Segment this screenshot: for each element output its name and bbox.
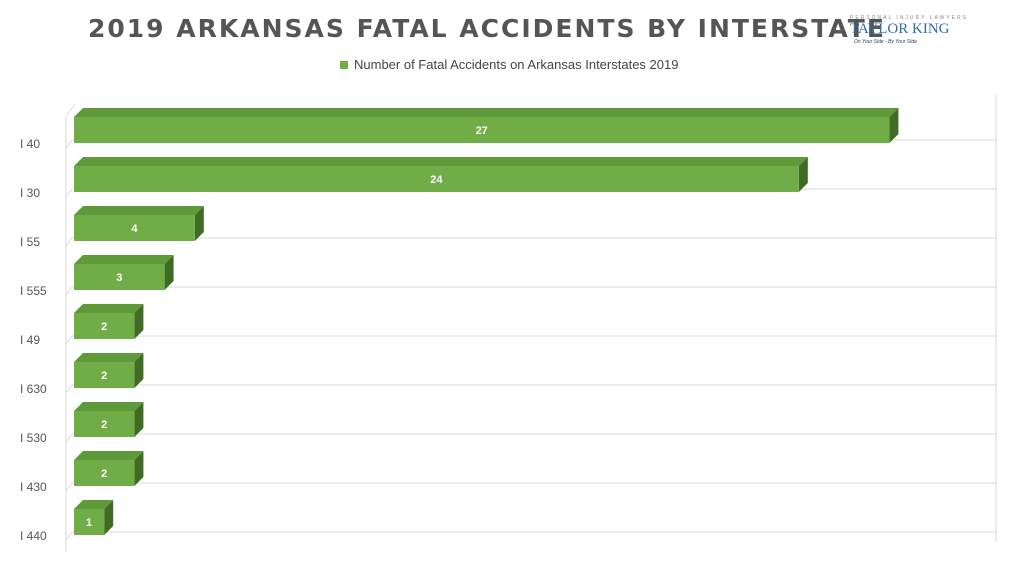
bar bbox=[74, 362, 135, 388]
data-label: 2 bbox=[101, 419, 107, 431]
data-label: 24 bbox=[430, 174, 443, 186]
taylor-king-logo: PERSONAL INJURY LAWYERS TAYLOR KING On Y… bbox=[848, 15, 966, 47]
category-label: I 440 bbox=[20, 529, 47, 543]
data-label: 2 bbox=[101, 370, 107, 382]
chart-back-edge bbox=[65, 103, 76, 117]
gridline-diagonal bbox=[65, 384, 73, 394]
bar-top-face bbox=[74, 157, 808, 166]
bar-side-face bbox=[134, 304, 144, 339]
legend-label: Number of Fatal Accidents on Arkansas In… bbox=[354, 57, 679, 72]
legend-swatch bbox=[340, 60, 348, 69]
bar-top-face bbox=[74, 255, 174, 264]
bar bbox=[74, 166, 799, 192]
bar-side-face bbox=[889, 108, 899, 143]
bar bbox=[74, 313, 135, 339]
bar-top-face bbox=[74, 304, 144, 313]
category-label: I 40 bbox=[20, 137, 40, 151]
logo-slogan: On Your Side - By Your Side bbox=[854, 39, 917, 45]
chart-legend: Number of Fatal Accidents on Arkansas In… bbox=[340, 57, 678, 72]
bar bbox=[74, 460, 135, 486]
bar bbox=[74, 509, 105, 535]
bar bbox=[74, 117, 890, 143]
logo-tagline: PERSONAL INJURY LAWYERS bbox=[850, 15, 968, 21]
bar-top-face bbox=[74, 500, 114, 509]
gridline-diagonal bbox=[65, 286, 73, 296]
bar-top-face bbox=[74, 451, 144, 460]
bar-top-face bbox=[74, 402, 144, 411]
gridline-diagonal bbox=[65, 237, 73, 247]
bar bbox=[74, 215, 195, 241]
bar-side-face bbox=[134, 451, 144, 486]
category-label: I 430 bbox=[20, 480, 47, 494]
bar-top-face bbox=[74, 206, 204, 215]
bar-top-face bbox=[74, 353, 144, 362]
bar-side-face bbox=[798, 157, 808, 192]
gridline-diagonal bbox=[65, 188, 73, 198]
bar-side-face bbox=[134, 353, 144, 388]
data-label: 27 bbox=[476, 125, 488, 137]
data-label: 4 bbox=[131, 223, 138, 235]
data-label: 3 bbox=[116, 272, 122, 284]
gridline-diagonal bbox=[65, 433, 73, 443]
bar-top-face bbox=[74, 108, 899, 117]
gridline-diagonal bbox=[65, 531, 73, 541]
bar-side-face bbox=[164, 255, 174, 290]
category-label: I 49 bbox=[20, 333, 40, 347]
bar-side-face bbox=[194, 206, 204, 241]
chart-title: 2019 ARKANSAS FATAL ACCIDENTS BY INTERST… bbox=[88, 14, 886, 43]
category-label: I 630 bbox=[20, 382, 47, 396]
bar bbox=[74, 264, 165, 290]
data-label: 1 bbox=[86, 517, 92, 529]
category-label: I 530 bbox=[20, 431, 47, 445]
gridline-diagonal bbox=[65, 482, 73, 492]
bar-side-face bbox=[104, 500, 114, 535]
data-label: 2 bbox=[101, 321, 107, 333]
gridline-diagonal bbox=[65, 335, 73, 345]
bar bbox=[74, 411, 135, 437]
logo-brand: TAYLOR KING bbox=[850, 21, 950, 37]
data-label: 2 bbox=[101, 468, 107, 480]
bar-side-face bbox=[134, 402, 144, 437]
category-label: I 555 bbox=[20, 284, 47, 298]
gridline-diagonal bbox=[65, 139, 73, 149]
category-label: I 30 bbox=[20, 186, 40, 200]
category-label: I 55 bbox=[20, 235, 40, 249]
